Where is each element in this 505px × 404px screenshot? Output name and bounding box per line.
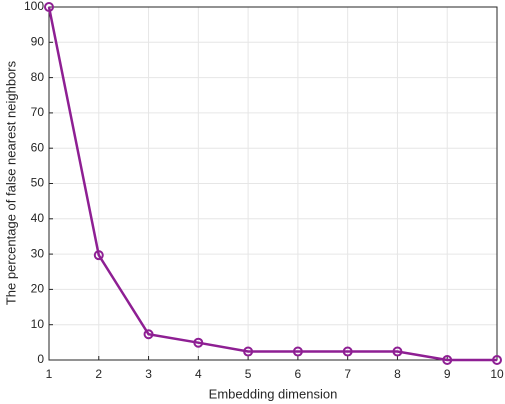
x-tick-label: 4 [195, 367, 202, 381]
y-tick-label: 20 [31, 282, 45, 296]
x-tick-label: 8 [394, 367, 401, 381]
data-marker [193, 337, 204, 348]
x-axis-label: Embedding dimension [209, 386, 338, 401]
y-tick-label: 90 [31, 34, 45, 48]
x-tick-label: 3 [145, 367, 152, 381]
y-tick-label: 30 [31, 246, 45, 260]
data-marker [143, 329, 154, 340]
data-marker [243, 346, 254, 357]
x-tick-label: 5 [245, 367, 252, 381]
y-tick-label: 60 [31, 140, 45, 154]
data-marker [93, 250, 104, 261]
y-tick-label: 80 [31, 70, 45, 84]
data-marker [392, 346, 403, 357]
y-axis-label: The percentage of false nearest neighbor… [3, 60, 18, 305]
data-marker [342, 346, 353, 357]
x-tick-label: 9 [444, 367, 451, 381]
y-tick-label: 70 [31, 105, 45, 119]
y-tick-label: 100 [24, 0, 44, 13]
y-tick-label: 10 [31, 317, 45, 331]
x-tick-label: 7 [344, 367, 351, 381]
x-tick-label: 2 [95, 367, 102, 381]
data-line [47, 6, 497, 362]
data-marker [292, 346, 303, 357]
y-tick-label: 40 [31, 211, 45, 225]
x-tick-label: 6 [295, 367, 302, 381]
data-marker [44, 2, 54, 12]
data-marker [492, 355, 502, 365]
x-tick-label: 1 [46, 367, 53, 381]
data-marker [442, 355, 453, 365]
x-tick-label: 10 [490, 367, 504, 381]
y-tick-label: 50 [31, 176, 45, 190]
y-tick-label: 0 [37, 352, 44, 366]
